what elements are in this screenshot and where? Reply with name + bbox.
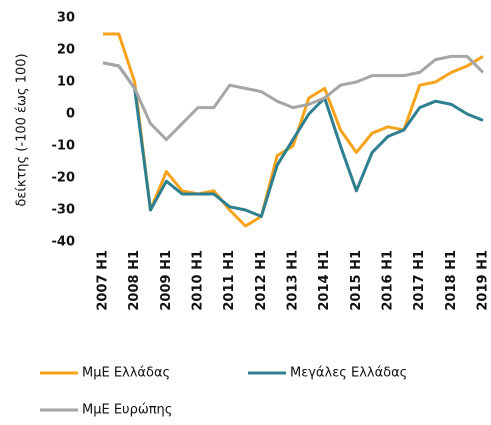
x-tick-label: 2017 H1	[412, 250, 427, 311]
legend-label: ΜμΕ Ελλάδας	[82, 366, 170, 381]
x-tick-label: 2011 H1	[222, 250, 237, 311]
x-tick-label: 2013 H1	[286, 250, 301, 311]
x-tick-label: 2009 H1	[159, 250, 174, 311]
x-tick-label: 2018 H1	[444, 250, 459, 311]
x-tick-label: 2015 H1	[349, 250, 364, 311]
x-tick-label: 2019 H1	[476, 250, 491, 311]
y-axis-label: δείκτης (-100 έως 100)	[15, 53, 30, 206]
y-tick-label: -10	[52, 139, 76, 154]
x-tick-label: 2010 H1	[191, 250, 206, 311]
line	[102, 54, 485, 142]
y-tick-label: -40	[52, 235, 76, 250]
y-tick-label: 10	[57, 75, 75, 90]
y-tick-label: 20	[57, 43, 75, 58]
y-tick-label: -20	[52, 171, 76, 186]
legend-label: ΜμΕ Ευρώπης	[82, 403, 172, 418]
x-tick-label: 2008 H1	[127, 250, 142, 311]
x-tick-label: 2014 H1	[317, 250, 332, 311]
line	[103, 32, 484, 228]
line	[102, 61, 484, 218]
x-tick-label: 2016 H1	[381, 250, 396, 311]
x-tick-label: 2012 H1	[254, 250, 269, 311]
y-tick-label: 0	[66, 107, 75, 122]
x-tick-label: 2007 H1	[96, 250, 111, 311]
y-tick-label: -30	[52, 203, 76, 218]
y-tick-label: 30	[57, 11, 75, 26]
legend-label: Μεγάλες Ελλάδας	[290, 366, 407, 381]
